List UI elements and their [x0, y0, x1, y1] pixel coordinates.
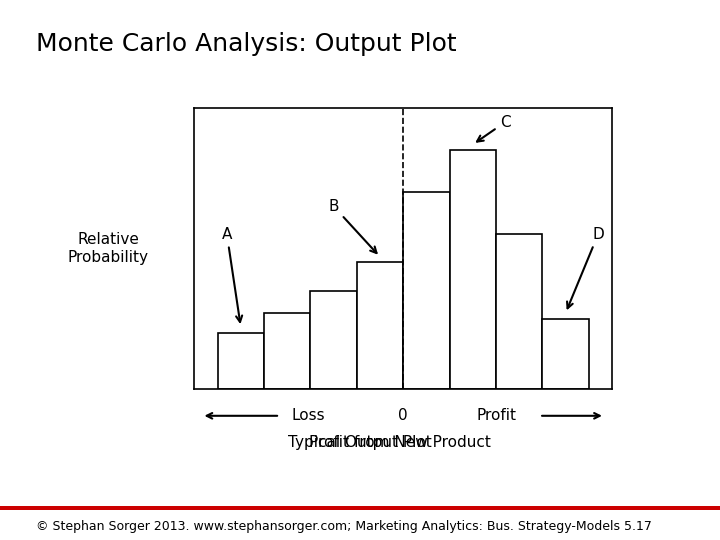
Text: D: D: [567, 227, 604, 308]
Text: Profit from New Product: Profit from New Product: [309, 435, 490, 450]
Bar: [217, 333, 264, 389]
Bar: [264, 313, 310, 389]
Text: B: B: [328, 199, 377, 253]
Bar: [310, 291, 357, 389]
Text: C: C: [477, 114, 510, 141]
Text: 0: 0: [398, 408, 408, 423]
Text: A: A: [222, 227, 242, 322]
Text: Monte Carlo Analysis: Output Plot: Monte Carlo Analysis: Output Plot: [36, 32, 456, 56]
Text: Loss: Loss: [292, 408, 325, 423]
Text: © Stephan Sorger 2013. www.stephansorger.com; Marketing Analytics: Bus. Strategy: © Stephan Sorger 2013. www.stephansorger…: [36, 520, 652, 533]
Bar: [403, 192, 449, 389]
Bar: [542, 319, 589, 389]
Text: Relative
Probability: Relative Probability: [68, 232, 148, 265]
Text: Profit: Profit: [476, 408, 516, 423]
Bar: [357, 262, 403, 389]
Bar: [449, 150, 496, 389]
Bar: [496, 234, 542, 389]
Text: Typical Output Plot: Typical Output Plot: [288, 435, 432, 450]
